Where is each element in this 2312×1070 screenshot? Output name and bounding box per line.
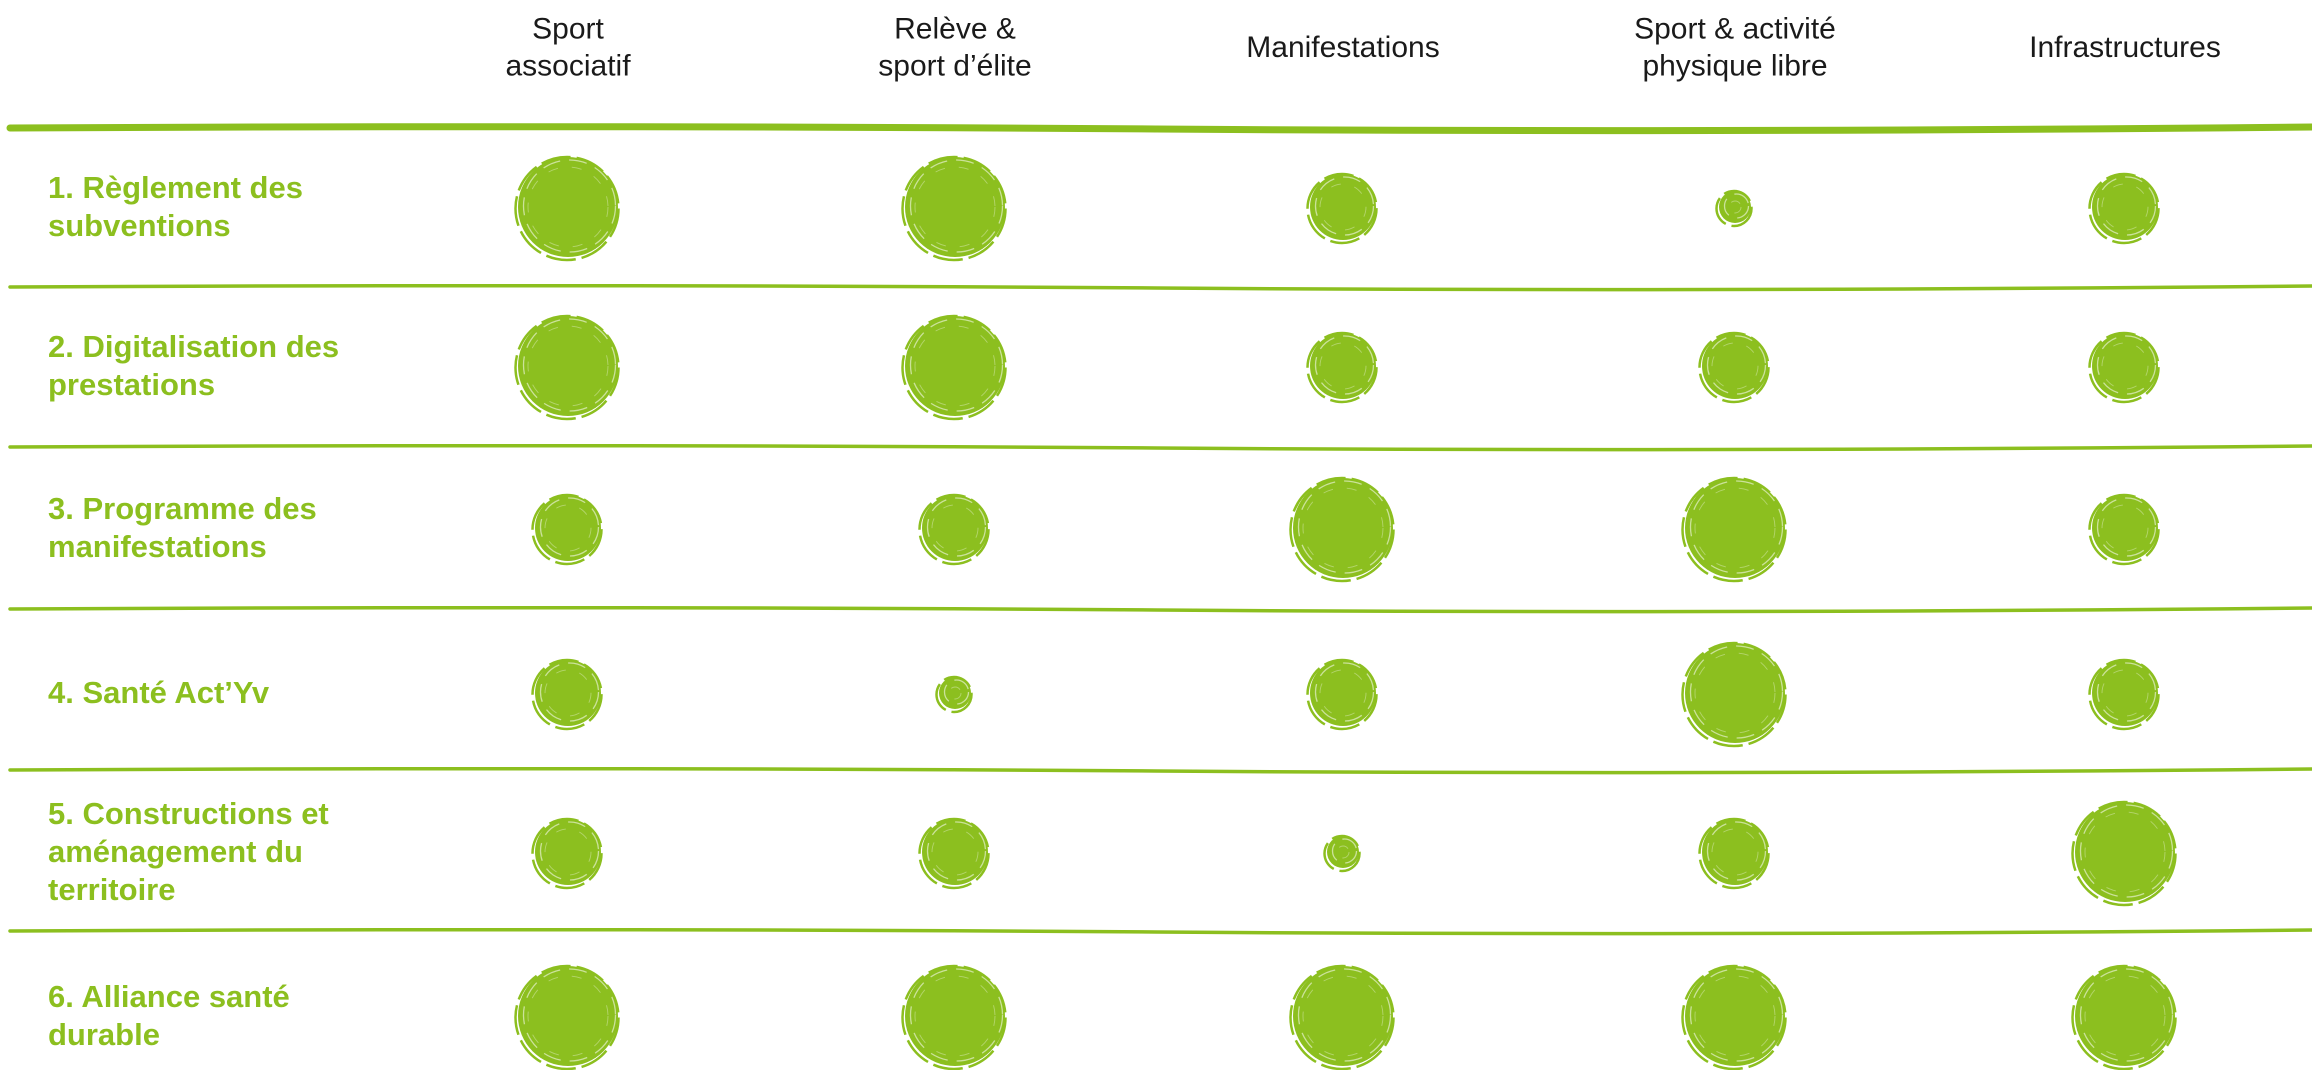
bubble: [1681, 641, 1787, 748]
bubble: [1306, 658, 1378, 731]
bubble: [514, 155, 620, 262]
bubble: [1306, 172, 1378, 245]
row-divider: [8, 605, 2312, 614]
bubble: [1681, 476, 1787, 583]
column-header-label: physique libre: [1642, 50, 1827, 83]
bubble: [2088, 493, 2160, 566]
bubble: [2088, 331, 2160, 404]
bubble: [1715, 189, 1753, 228]
bubble: [901, 314, 1007, 421]
row-label: 2. Digitalisation des: [48, 329, 339, 364]
bubble: [514, 314, 620, 421]
column-header-label: sport d’élite: [878, 50, 1031, 83]
column-header-label: Sport & activité: [1634, 13, 1836, 46]
row-divider: [8, 927, 2312, 936]
bubble: [2071, 800, 2177, 907]
bubble: [531, 817, 603, 890]
bubble: [1323, 834, 1361, 873]
bubble: [918, 493, 990, 566]
bubble: [2088, 658, 2160, 731]
row-label: durable: [48, 1017, 160, 1052]
bubble: [1289, 476, 1395, 583]
row-divider: [8, 443, 2312, 452]
row-label: territoire: [48, 872, 175, 907]
column-header-label: Sport: [532, 13, 604, 46]
column-header-label: Manifestations: [1246, 31, 1439, 64]
bubble: [901, 155, 1007, 262]
bubbles: [514, 155, 2177, 1070]
row-label: 6. Alliance santé: [48, 979, 290, 1014]
bubble: [2088, 172, 2160, 245]
bubble: [531, 658, 603, 731]
column-header-label: Infrastructures: [2029, 31, 2221, 64]
row-label: subventions: [48, 208, 231, 243]
row-label: 3. Programme des: [48, 491, 317, 526]
row-divider: [8, 283, 2312, 292]
bubble: [1681, 964, 1787, 1070]
row-divider: [8, 766, 2312, 775]
bubble: [901, 964, 1007, 1070]
bubble: [531, 493, 603, 566]
bubble: [514, 964, 620, 1070]
row-label: 4. Santé Act’Yv: [48, 675, 270, 710]
bubble: [1698, 817, 1770, 890]
bubble: [1306, 331, 1378, 404]
row-label: 5. Constructions et: [48, 796, 329, 831]
row-divider: [6, 123, 2312, 135]
bubble: [1289, 964, 1395, 1070]
column-header-label: associatif: [505, 50, 631, 83]
bubble: [935, 675, 973, 714]
bubble: [2071, 964, 2177, 1070]
column-header-label: Relève &: [894, 13, 1016, 46]
row-label: prestations: [48, 367, 215, 402]
row-label: manifestations: [48, 529, 267, 564]
row-label: 1. Règlement des: [48, 170, 303, 205]
bubble: [918, 817, 990, 890]
row-label: aménagement du: [48, 834, 303, 869]
column-headers: Sport associatif Relève & sport d’élite Mani…: [505, 13, 2220, 83]
row-dividers: [6, 123, 2312, 936]
bubble: [1698, 331, 1770, 404]
